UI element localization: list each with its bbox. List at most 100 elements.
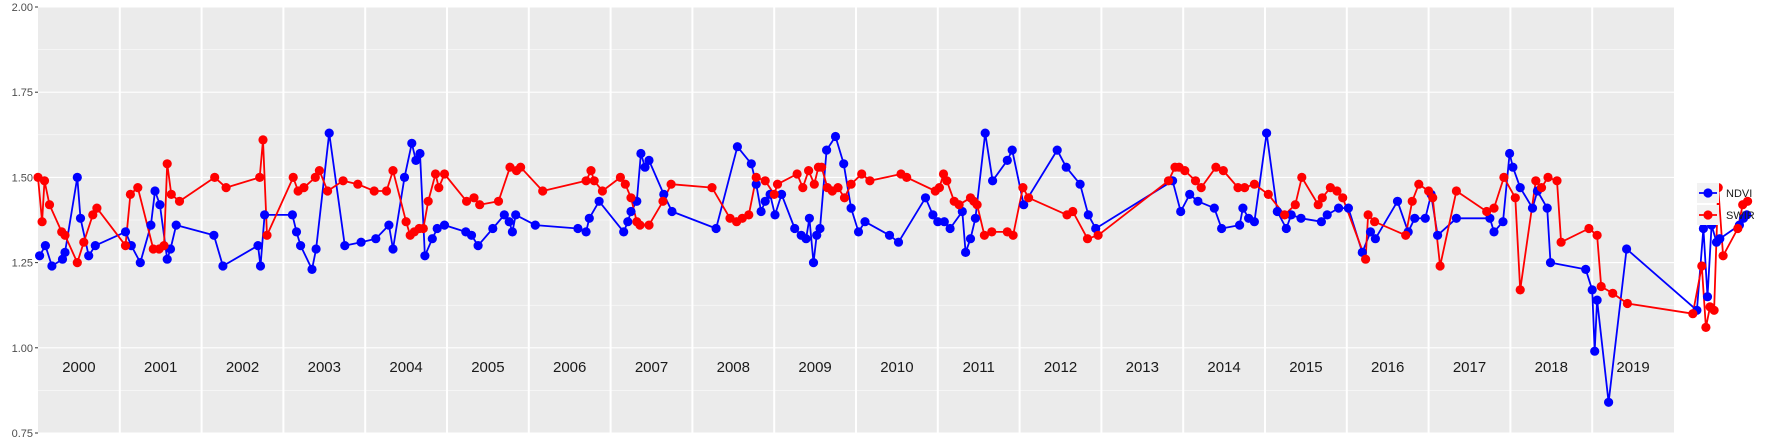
- data-point-swir: [1543, 172, 1553, 182]
- data-point-ndvi: [1052, 145, 1062, 155]
- data-point-ndvi: [1622, 244, 1632, 254]
- data-point-ndvi: [815, 223, 825, 234]
- data-point-swir: [1361, 254, 1371, 264]
- data-point-swir: [1363, 210, 1373, 220]
- data-point-ndvi: [1370, 234, 1380, 244]
- data-point-swir: [88, 210, 98, 220]
- data-point-ndvi: [711, 223, 721, 234]
- data-point-swir: [1407, 196, 1417, 206]
- data-point-swir: [314, 166, 324, 176]
- data-point-ndvi: [1581, 264, 1591, 274]
- data-point-swir: [1701, 322, 1711, 332]
- data-point-swir: [1196, 183, 1206, 193]
- data-point-ndvi: [155, 200, 165, 210]
- data-point-swir: [1401, 230, 1411, 240]
- data-point-swir: [1240, 183, 1250, 193]
- data-point-swir: [92, 203, 102, 213]
- data-point-swir: [166, 189, 176, 199]
- data-point-ndvi: [1508, 162, 1518, 172]
- data-point-swir: [462, 196, 472, 206]
- data-point-swir: [987, 227, 997, 237]
- data-point-ndvi: [162, 254, 172, 264]
- data-point-swir: [615, 172, 626, 182]
- data-point-ndvi: [1083, 210, 1093, 220]
- data-point-ndvi: [746, 159, 756, 169]
- data-point-swir: [1489, 203, 1499, 213]
- data-point-ndvi: [1262, 128, 1272, 138]
- data-point-ndvi: [1075, 179, 1085, 189]
- data-point-ndvi: [307, 264, 317, 274]
- data-point-ndvi: [150, 186, 160, 196]
- data-point-ndvi: [371, 234, 381, 244]
- data-point-swir: [1531, 176, 1541, 186]
- y-tick-label: 0.75: [12, 428, 33, 440]
- data-point-ndvi: [384, 220, 394, 230]
- data-point-swir: [1280, 210, 1290, 220]
- data-point-ndvi: [260, 210, 270, 220]
- data-point-swir: [162, 159, 172, 169]
- data-point-ndvi: [756, 206, 766, 217]
- data-point-ndvi: [933, 217, 943, 227]
- data-point-swir: [1536, 183, 1547, 193]
- data-point-ndvi: [1334, 203, 1344, 213]
- data-point-ndvi: [388, 244, 398, 254]
- data-point-swir: [120, 241, 131, 251]
- y-tick-label: 1.75: [12, 87, 33, 99]
- data-point-ndvi: [439, 220, 450, 230]
- data-point-ndvi: [72, 172, 82, 182]
- data-point-ndvi: [1322, 210, 1332, 220]
- data-point-ndvi: [1590, 346, 1600, 356]
- data-point-ndvi: [1702, 292, 1713, 302]
- year-label: 2018: [1535, 359, 1568, 376]
- data-point-ndvi: [324, 128, 334, 138]
- data-point-swir: [79, 237, 89, 247]
- data-point-ndvi: [1365, 227, 1376, 237]
- data-point-ndvi: [90, 241, 100, 251]
- data-point-ndvi: [965, 234, 976, 244]
- data-point-ndvi: [808, 258, 819, 268]
- data-point-ndvi: [1505, 148, 1515, 159]
- data-point-swir: [255, 172, 265, 182]
- data-point-swir: [1556, 237, 1566, 247]
- data-point-swir: [125, 189, 135, 199]
- data-point-ndvi: [1217, 223, 1227, 234]
- data-point-swir: [865, 176, 875, 186]
- data-point-swir: [772, 179, 783, 189]
- data-point-ndvi: [1296, 213, 1306, 223]
- year-label: 2007: [635, 359, 668, 376]
- data-point-ndvi: [644, 155, 654, 165]
- data-point-swir: [1024, 193, 1034, 203]
- data-point-ndvi: [804, 213, 815, 223]
- data-point-swir: [37, 217, 47, 227]
- data-point-swir: [39, 176, 50, 186]
- data-point-ndvi: [504, 217, 514, 227]
- data-point-swir: [620, 179, 630, 189]
- data-point-ndvi: [420, 251, 430, 261]
- data-point-swir: [1424, 186, 1434, 196]
- data-point-ndvi: [1392, 196, 1403, 206]
- data-point-swir: [1317, 193, 1327, 203]
- year-label: 2015: [1289, 359, 1322, 376]
- data-point-ndvi: [1209, 203, 1219, 213]
- data-point-swir: [60, 230, 70, 240]
- data-point-swir: [1622, 298, 1632, 309]
- data-point-ndvi: [1420, 213, 1430, 223]
- data-point-ndvi: [884, 230, 895, 240]
- data-point-swir: [469, 193, 479, 203]
- data-point-ndvi: [399, 172, 410, 182]
- data-point-ndvi: [120, 227, 131, 237]
- data-point-swir: [1370, 217, 1380, 227]
- data-point-ndvi: [530, 220, 540, 230]
- data-point-swir: [310, 172, 320, 182]
- data-point-ndvi: [411, 155, 421, 165]
- year-labels: 2000 2001 2002 2003 2004 2005 2006 2007 2008 2009…: [62, 359, 1650, 376]
- data-point-swir: [586, 166, 596, 176]
- data-point-swir: [369, 186, 379, 196]
- year-label: 2016: [1371, 359, 1404, 376]
- data-point-ndvi: [1498, 217, 1508, 227]
- data-point-ndvi: [340, 241, 350, 251]
- data-point-swir: [1743, 196, 1753, 206]
- data-point-ndvi: [1235, 220, 1245, 230]
- data-point-swir: [846, 179, 856, 189]
- data-point-swir: [1510, 193, 1520, 203]
